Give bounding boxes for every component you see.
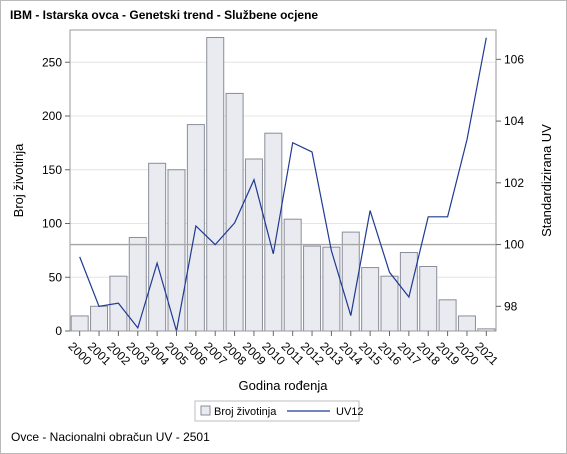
legend-label-bar: Broj životinja bbox=[214, 406, 277, 418]
legend-label-line: UV12 bbox=[336, 406, 364, 418]
y-tick-label: 100 bbox=[42, 217, 62, 231]
legend-swatch-bar bbox=[200, 405, 211, 416]
bar bbox=[419, 266, 438, 332]
y2-axis-title: Standardizirana UV bbox=[539, 124, 554, 237]
y-tick-label: 250 bbox=[42, 55, 62, 69]
footer-note: Ovce - Nacionalni obračun UV - 2501 bbox=[11, 430, 210, 444]
bar bbox=[380, 275, 399, 332]
x-axis-title: Godina rođenja bbox=[239, 378, 329, 393]
y2-tick-label: 98 bbox=[504, 299, 518, 313]
bar bbox=[361, 267, 380, 332]
bar bbox=[457, 315, 476, 332]
y2-tick-label: 106 bbox=[504, 52, 524, 66]
bar bbox=[148, 162, 167, 332]
plot-area-border bbox=[69, 29, 497, 332]
y-tick-label: 200 bbox=[42, 109, 62, 123]
bar bbox=[322, 246, 341, 332]
bar bbox=[206, 37, 225, 332]
bar bbox=[303, 245, 322, 332]
bar bbox=[399, 252, 418, 332]
y2-tick-label: 102 bbox=[504, 176, 524, 190]
y-tick-label: 50 bbox=[49, 270, 63, 284]
bar bbox=[283, 218, 302, 332]
bar bbox=[70, 315, 89, 332]
bar bbox=[167, 169, 186, 332]
bar bbox=[438, 299, 457, 332]
chart-title: IBM - Istarska ovca - Genetski trend - S… bbox=[10, 8, 319, 22]
bar bbox=[128, 236, 147, 332]
y-tick-label: 0 bbox=[55, 324, 62, 338]
y2-tick-label: 100 bbox=[504, 238, 524, 252]
y2-tick-label: 104 bbox=[504, 114, 524, 128]
y-axis-title: Broj životinja bbox=[11, 143, 26, 217]
bar bbox=[90, 305, 109, 332]
bar bbox=[225, 92, 244, 332]
legend-box bbox=[194, 400, 360, 422]
y-tick-label: 150 bbox=[42, 163, 62, 177]
series-line-uv12 bbox=[79, 37, 487, 332]
